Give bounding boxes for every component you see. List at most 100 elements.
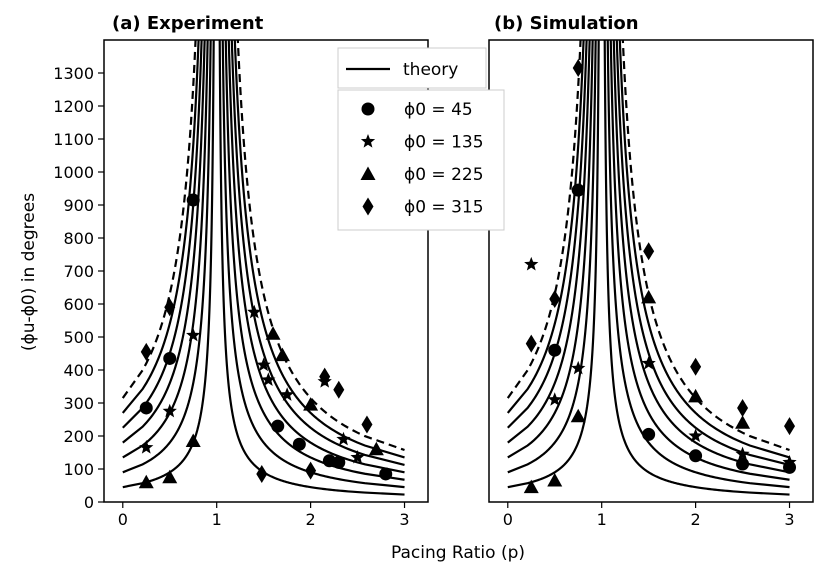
data-point-star [186, 327, 201, 342]
data-point-star [571, 360, 586, 375]
y-tick-label: 1200 [53, 97, 94, 116]
data-point-triangle [162, 469, 178, 484]
data-point-diamond [256, 464, 268, 483]
data-point-diamond [525, 334, 537, 353]
data-point-circle [689, 449, 703, 463]
data-point-triangle [265, 326, 281, 340]
x-axis-label: Pacing Ratio (p) [391, 543, 525, 563]
data-point-star [247, 304, 262, 319]
legend: theory ϕ0 = 45 ϕ0 = 135 ϕ0 = 225 ϕ0 = 315 [337, 47, 505, 231]
data-point-circle [292, 437, 306, 451]
theory-curve-90-right [606, 40, 790, 489]
data-point-diamond [784, 417, 796, 436]
legend-label-star: ϕ0 = 135 [404, 133, 484, 153]
data-point-diamond [164, 298, 176, 317]
theory-curve-225-right [615, 40, 790, 466]
x-tick-label: 0 [503, 510, 513, 529]
series-circle [139, 193, 393, 481]
legend-label-triangle: ϕ0 = 225 [404, 165, 484, 185]
theory-curve-180-left [507, 40, 591, 444]
x-tick-label: 2 [691, 510, 701, 529]
series-triangle [138, 326, 384, 489]
data-point-star [547, 392, 562, 406]
y-tick-label: 700 [63, 262, 94, 281]
series-diamond [140, 298, 373, 483]
data-point-diamond [643, 242, 655, 261]
theory-curve-45-right [218, 40, 405, 496]
data-point-star [139, 440, 154, 454]
theory-curve-180-right [612, 40, 790, 474]
y-tick-label: 1000 [53, 163, 94, 182]
data-point-circle [271, 419, 285, 433]
panel-b-title: (b) Simulation [494, 13, 639, 34]
data-point-star [641, 355, 656, 370]
x-tick-label: 1 [212, 510, 222, 529]
theory-curve-135-right [609, 40, 790, 481]
legend-label-diamond: ϕ0 = 315 [404, 198, 484, 218]
data-point-star [261, 372, 276, 386]
series-circle [548, 183, 797, 474]
theory-curve-45-right [603, 40, 790, 496]
y-tick-label: 500 [63, 328, 94, 347]
y-tick-label: 200 [63, 427, 94, 446]
legend-marker-list: ϕ0 = 45 ϕ0 = 135 ϕ0 = 225 ϕ0 = 315 [360, 100, 484, 218]
data-point-triangle [138, 474, 154, 489]
x-tick-label: 2 [306, 510, 316, 529]
theory-curves [506, 40, 790, 496]
theory-curve-180-left [122, 40, 206, 444]
y-tick-label: 100 [63, 460, 94, 479]
data-point-diamond [140, 342, 152, 361]
data-point-circle [783, 460, 797, 474]
data-point-diamond [549, 290, 561, 309]
y-tick-label: 300 [63, 394, 94, 413]
series-star [524, 256, 797, 469]
data-point-diamond [737, 398, 749, 417]
data-point-circle [548, 343, 562, 357]
x-tick-label: 3 [784, 510, 794, 529]
data-point-star [350, 449, 365, 464]
data-point-star [782, 454, 797, 469]
y-tick-label: 0 [84, 493, 94, 512]
y-tick-label: 1100 [53, 130, 94, 149]
data-point-diamond [690, 357, 702, 376]
data-point-triangle [185, 433, 201, 447]
data-point-star [524, 256, 539, 271]
data-point-triangle [303, 397, 319, 411]
data-point-triangle [570, 408, 586, 423]
data-point-circle [642, 427, 656, 441]
data-point-triangle [523, 479, 539, 494]
data-point-diamond [361, 415, 373, 434]
y-tick-label: 1300 [53, 64, 94, 83]
axes-frame [488, 39, 814, 503]
data-point-diamond [319, 367, 331, 386]
x-tick-label: 3 [399, 510, 409, 529]
data-point-diamond [333, 380, 345, 399]
data-point-triangle [688, 388, 704, 403]
series-diamond [525, 59, 796, 436]
data-point-circle [736, 457, 750, 471]
theory-curve-135-left [122, 40, 209, 459]
theory-curve-270-left [506, 40, 585, 414]
panel-a-title: (a) Experiment [112, 13, 264, 34]
data-point-star [735, 446, 750, 461]
theory-curve-90-left [122, 40, 212, 474]
data-point-triangle [641, 289, 657, 304]
theory-curve-270-right [618, 40, 790, 459]
theory-curve-270-left [121, 40, 200, 414]
theory-curve-135-right [224, 40, 405, 481]
data-point-circle [163, 351, 177, 365]
theory-curve-dashed-315-right [621, 40, 790, 452]
theory-curve-90-left [507, 40, 597, 474]
theory-curve-dashed-315-left [506, 40, 582, 399]
data-point-diamond [305, 461, 317, 480]
data-point-circle [332, 455, 346, 469]
y-tick-label: 800 [63, 229, 94, 248]
data-point-circle [139, 401, 153, 415]
data-point-diamond [572, 59, 584, 78]
theory-curve-225-left [122, 40, 203, 429]
data-point-star [256, 357, 271, 372]
data-point-triangle [547, 473, 563, 487]
legend-label-circle: ϕ0 = 45 [404, 100, 473, 120]
data-point-triangle [735, 415, 751, 429]
